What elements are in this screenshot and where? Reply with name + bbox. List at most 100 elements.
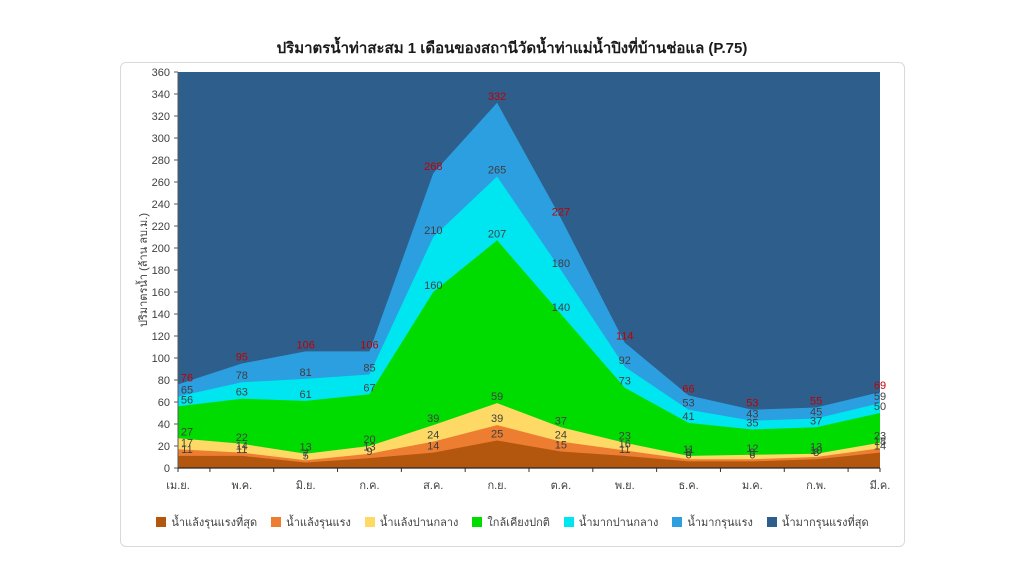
data-label: 23 <box>619 431 631 443</box>
legend-swatch <box>271 517 282 527</box>
y-tick-label: 60 <box>158 397 170 409</box>
data-label: 53 <box>746 398 758 410</box>
data-label: 45 <box>810 407 822 419</box>
legend-label: น้ำแล้งรุนแรง <box>286 517 351 529</box>
y-tick-label: 240 <box>152 199 170 211</box>
y-tick-label: 220 <box>152 221 170 233</box>
legend-label: น้ำมากรุนแรง <box>687 517 753 529</box>
y-tick-label: 100 <box>152 353 170 365</box>
y-axis-labels: 0 20 40 60 80 100 120 140 160 180 200 220 240 260 280 3… <box>152 67 178 475</box>
data-label: 59 <box>491 391 503 403</box>
data-label: 37 <box>555 415 567 427</box>
chart-legend: น้ำแล้งรุนแรงที่สุด น้ำแล้งรุนแรง น้ำแล้… <box>125 513 900 531</box>
data-label: 11 <box>683 444 694 456</box>
data-label: 63 <box>236 387 248 399</box>
data-label: 8 <box>685 447 691 459</box>
data-label: 22 <box>236 432 248 444</box>
data-label: 92 <box>619 355 631 367</box>
data-label: 24 <box>427 430 439 442</box>
data-label: 50 <box>874 401 886 413</box>
data-label: 268 <box>424 161 442 173</box>
data-label: 66 <box>682 383 694 395</box>
data-label: 106 <box>296 339 314 351</box>
legend-item-drought-most-severe: น้ำแล้งรุนแรงที่สุด <box>156 513 257 531</box>
y-tick-label: 160 <box>152 287 170 299</box>
y-tick-label: 200 <box>152 243 170 255</box>
data-label: 17 <box>181 437 193 449</box>
data-label: 114 <box>616 331 634 343</box>
x-tick-label: ต.ค. <box>551 480 572 492</box>
data-label: 20 <box>363 434 375 446</box>
data-label: 43 <box>746 409 758 421</box>
data-label: 73 <box>619 376 631 388</box>
data-label: 106 <box>360 339 378 351</box>
legend-swatch <box>672 517 683 527</box>
x-tick-label: พ.ย. <box>615 480 635 492</box>
data-label: 6 <box>749 449 755 461</box>
band-3 <box>178 240 880 468</box>
data-label: 8 <box>813 447 819 459</box>
legend-item-drought-moderate: น้ำแล้งปานกลาง <box>364 513 459 531</box>
y-tick-label: 0 <box>164 463 170 475</box>
data-label: 41 <box>682 411 694 423</box>
data-label: 11 <box>181 444 192 456</box>
x-tick-label: ก.ย. <box>487 480 506 492</box>
data-label: 13 <box>363 442 375 454</box>
y-tick-label: 280 <box>152 155 170 167</box>
data-label: 11 <box>236 444 247 456</box>
data-label: 10 <box>810 445 822 457</box>
data-label: 59 <box>874 391 886 403</box>
y-tick-label: 320 <box>152 111 170 123</box>
x-tick-label: ธ.ค. <box>678 480 698 492</box>
legend-item-drought-severe: น้ำแล้งรุนแรง <box>271 513 351 531</box>
data-label: 37 <box>810 415 822 427</box>
data-label: 69 <box>874 380 886 392</box>
legend-swatch <box>766 517 777 527</box>
x-tick-label: มิ.ย. <box>296 480 316 492</box>
data-label: 56 <box>181 394 193 406</box>
legend-label: น้ำมากรุนแรงที่สุด <box>781 517 869 529</box>
y-tick-label: 40 <box>158 419 170 431</box>
x-tick-label: มี.ค. <box>870 479 891 492</box>
legend-item-high-most-severe: น้ำมากรุนแรงที่สุด <box>766 513 869 531</box>
data-label: 7 <box>303 448 309 460</box>
y-tick-label: 80 <box>158 375 170 387</box>
legend-item-high-moderate: น้ำมากปานกลาง <box>563 513 658 531</box>
y-tick-label: 260 <box>152 177 170 189</box>
legend-swatch <box>472 517 483 527</box>
x-axis-labels: เม.ย. พ.ค. มิ.ย. ก.ค. ส.ค. ก.ย. ต.ค. พ.ย. ธ.ค. ม.… <box>166 468 890 492</box>
legend-item-high-severe: น้ำมากรุนแรง <box>672 513 753 531</box>
data-label: 16 <box>619 438 631 450</box>
y-tick-label: 340 <box>152 89 170 101</box>
legend-swatch <box>364 517 375 527</box>
y-tick-label: 180 <box>152 265 170 277</box>
x-tick-label: พ.ค. <box>231 480 252 492</box>
data-label: 8 <box>749 447 755 459</box>
bands <box>178 102 880 469</box>
data-label: 85 <box>363 363 375 375</box>
data-label: 15 <box>555 440 567 452</box>
y-tick-label: 140 <box>152 309 170 321</box>
legend-label: น้ำแล้งปานกลาง <box>379 517 459 529</box>
chart-title: ปริมาตรน้ำท่าสะสม 1 เดือนของสถานีวัดน้ำท… <box>276 40 748 57</box>
x-tick-label: ส.ค. <box>423 480 443 492</box>
x-tick-label: เม.ย. <box>166 480 190 492</box>
data-label: 227 <box>552 206 570 218</box>
data-label: 55 <box>810 396 822 408</box>
legend-label: ใกล้เคียงปกติ <box>487 517 550 529</box>
data-label: 14 <box>427 441 439 453</box>
data-label: 24 <box>555 430 567 442</box>
legend-swatch <box>156 517 167 527</box>
data-label: 39 <box>491 413 503 425</box>
data-label: 140 <box>552 302 570 314</box>
data-label: 6 <box>685 449 691 461</box>
data-label: 265 <box>488 165 506 177</box>
data-label: 14 <box>236 441 248 453</box>
data-label: 81 <box>300 367 312 379</box>
y-axis-title: ปริมาตรน้ำ (ล้าน ลบ.ม.) <box>135 213 150 327</box>
data-label: 67 <box>363 382 375 394</box>
data-label: 13 <box>810 442 822 454</box>
